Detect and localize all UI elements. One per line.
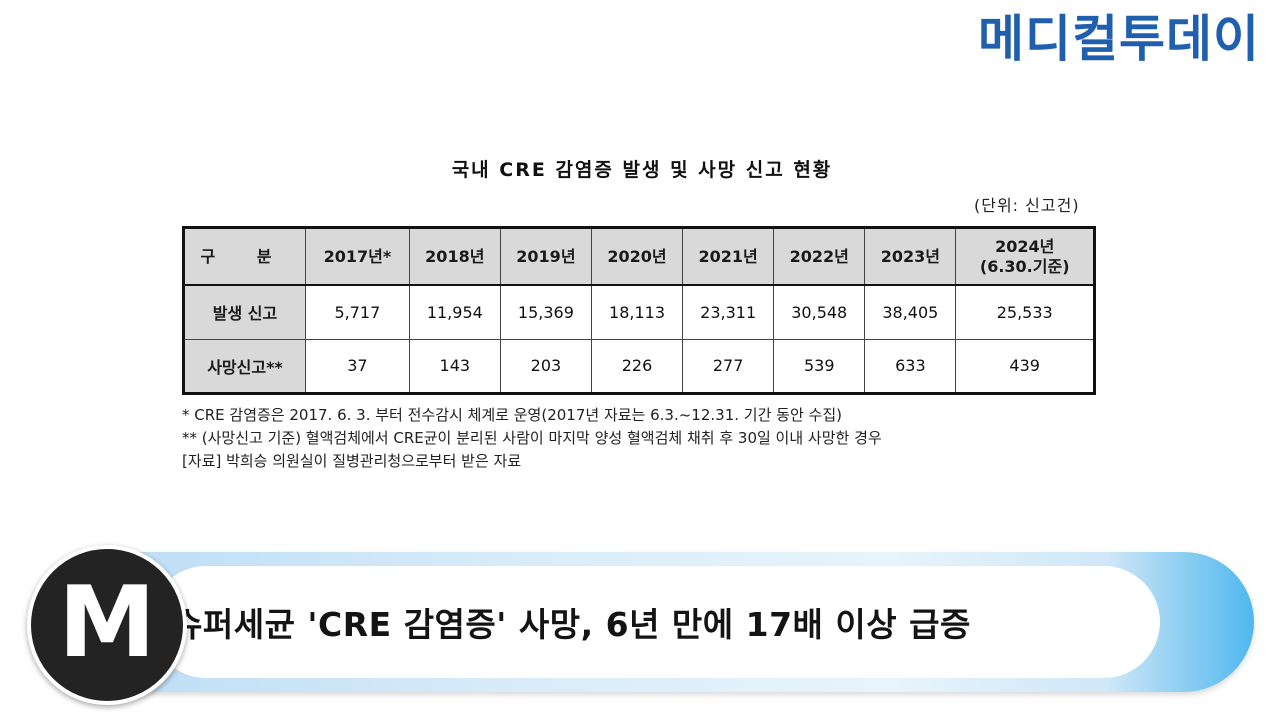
row-header: 발생 신고 [183, 284, 306, 340]
table-cell: 5,717 [305, 284, 410, 340]
column-header: 2020년 [590, 227, 684, 286]
note-line: * CRE 감염증은 2017. 6. 3. 부터 전수감시 체계로 운영(20… [182, 406, 842, 424]
stats-table: 구 분 2017년* 2018년 2019년 2020년 2021년 2022년… [182, 226, 1096, 395]
column-header: 2022년 [773, 227, 866, 286]
caption-panel [150, 566, 1160, 678]
table-unit: (단위: 신고건) [974, 196, 1080, 215]
table-cell: 37 [305, 338, 410, 394]
table-cell: 203 [499, 338, 592, 394]
column-header: 2018년 [408, 227, 501, 286]
table-cell: 18,113 [590, 284, 684, 340]
column-header: 2023년 [864, 227, 957, 286]
table-row-death: 사망신고** 37 143 203 226 277 539 633 439 [183, 338, 1095, 394]
channel-badge-letter: M [58, 566, 156, 680]
row-header: 사망신고** [183, 338, 306, 394]
table-row-occurrence: 발생 신고 5,717 11,954 15,369 18,113 23,311 … [183, 284, 1095, 340]
column-header: 2024년 (6.30.기준) [955, 227, 1095, 286]
caption-headline: 슈퍼세균 'CRE 감염증' 사망, 6년 만에 17배 이상 급증 [172, 605, 971, 644]
table-cell: 23,311 [682, 284, 775, 340]
table-header-row: 구 분 2017년* 2018년 2019년 2020년 2021년 2022년… [183, 227, 1095, 286]
table-cell: 633 [864, 338, 957, 394]
channel-badge: M [27, 545, 187, 705]
note-line: [자료] 박희승 의원실이 질병관리청으로부터 받은 자료 [182, 452, 522, 470]
table-cell: 30,548 [773, 284, 866, 340]
table-corner-header: 구 분 [183, 227, 306, 286]
table-cell: 277 [682, 338, 775, 394]
table-cell: 38,405 [864, 284, 957, 340]
note-line: ** (사망신고 기준) 혈액검체에서 CRE균이 분리된 사람이 마지막 양성… [182, 429, 882, 447]
table-cell: 539 [773, 338, 866, 394]
table-notes: * CRE 감염증은 2017. 6. 3. 부터 전수감시 체계로 운영(20… [182, 404, 882, 473]
column-header: 2021년 [682, 227, 775, 286]
table-cell: 226 [590, 338, 684, 394]
table-cell: 11,954 [408, 284, 501, 340]
table-cell: 143 [408, 338, 501, 394]
table-cell: 439 [955, 338, 1095, 394]
brand-logo: 메디컬투데이 [978, 10, 1260, 68]
table-title: 국내 CRE 감염증 발생 및 사망 신고 현황 [451, 159, 833, 181]
table-cell: 25,533 [955, 284, 1095, 340]
table-cell: 15,369 [499, 284, 592, 340]
column-header: 2017년* [305, 227, 410, 286]
column-header: 2019년 [499, 227, 592, 286]
